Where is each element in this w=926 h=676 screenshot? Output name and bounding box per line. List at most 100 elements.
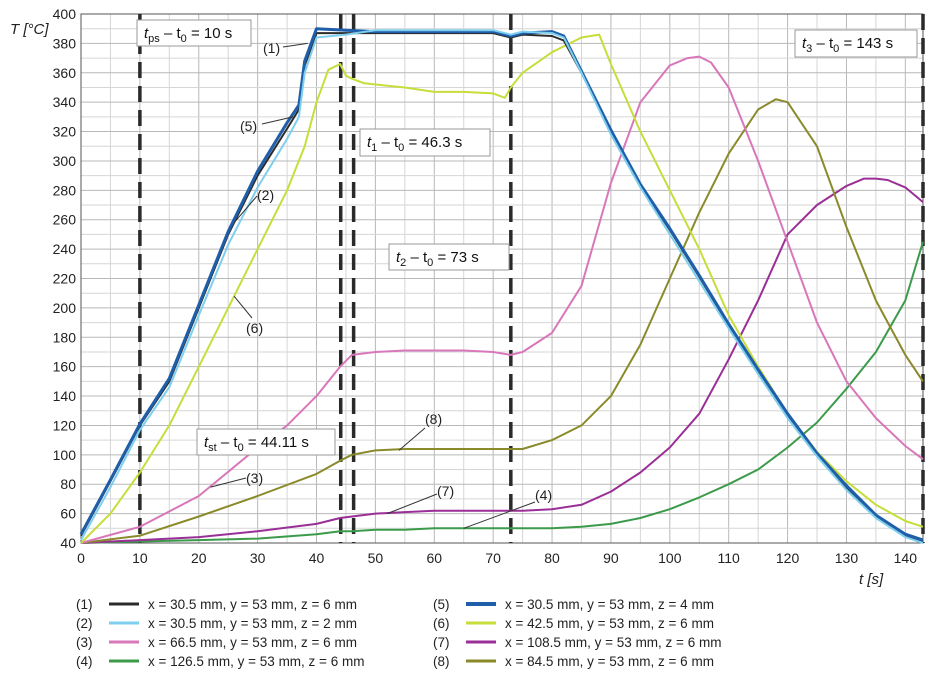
- legend-label: x = 108.5 mm, y = 53 mm, z = 6 mm: [505, 635, 721, 650]
- legend-item: (4) x = 126.5 mm, y = 53 mm, z = 6 mm: [76, 654, 364, 669]
- curve-label: (7): [437, 483, 454, 499]
- series-line: [80, 33, 924, 544]
- y-tick-label: 280: [53, 182, 77, 198]
- legend-label: x = 42.5 mm, y = 53 mm, z = 6 mm: [505, 616, 714, 631]
- x-tick-label: 30: [250, 550, 266, 566]
- annotation-tps: tps – t0 = 10 s: [136, 19, 252, 47]
- x-tick-label: 100: [658, 550, 682, 566]
- y-tick-label: 120: [53, 417, 77, 433]
- y-tick-label: 400: [53, 6, 77, 22]
- series-lines: [79, 27, 924, 544]
- annotation-text: t2 – t0 = 73 s: [396, 249, 479, 269]
- curve-label-leader: [233, 195, 258, 223]
- legend-label: x = 66.5 mm, y = 53 mm, z = 6 mm: [148, 635, 357, 650]
- annotations: tps – t0 = 10 s tst – t0 = 44.11 s t1 – t0…: [136, 19, 918, 456]
- x-tick-label: 110: [718, 550, 741, 566]
- annotation-box: [136, 19, 252, 47]
- legend-id: (4): [76, 654, 93, 669]
- legend-id: (6): [433, 616, 450, 631]
- y-tick-label: 340: [53, 94, 77, 110]
- annotation-t1: t1 – t0 = 46.3 s: [359, 128, 491, 157]
- y-tick-label: 320: [53, 124, 77, 140]
- curve-label-leader: [463, 501, 536, 529]
- y-tick-label: 240: [53, 241, 77, 257]
- axis-ticks: 0 10 20 30 40 50 60 70 80 90 100 110 120 130 140 40 60 80…: [10, 6, 917, 588]
- legend-label: x = 84.5 mm, y = 53 mm, z = 6 mm: [505, 654, 714, 669]
- legend-item: (2) x = 30.5 mm, y = 53 mm, z = 2 mm: [76, 616, 357, 631]
- annotation-text: tps – t0 = 10 s: [144, 25, 232, 45]
- annotation-box: [794, 29, 918, 58]
- series-line: [80, 55, 924, 544]
- curve-label-leader: [261, 116, 294, 125]
- y-tick-label: 160: [53, 359, 77, 375]
- y-tick-label: 260: [53, 212, 77, 228]
- curve-label-leader: [233, 295, 253, 319]
- legend-label: x = 30.5 mm, y = 53 mm, z = 6 mm: [148, 597, 357, 612]
- legend-item: (3) x = 66.5 mm, y = 53 mm, z = 6 mm: [76, 635, 357, 650]
- x-tick-label: 90: [603, 550, 619, 566]
- curve-label: (8): [425, 411, 442, 427]
- legend-label: x = 126.5 mm, y = 53 mm, z = 6 mm: [148, 654, 364, 669]
- annotation-text: t1 – t0 = 46.3 s: [367, 134, 462, 154]
- y-tick-label: 220: [53, 271, 77, 287]
- legend-id: (3): [76, 635, 93, 650]
- x-tick-label: 70: [485, 550, 501, 566]
- curve-label: (5): [240, 118, 257, 134]
- curve-label-leader: [210, 477, 247, 488]
- y-tick-label: 100: [53, 447, 77, 463]
- x-axis-label: t [s]: [859, 571, 884, 588]
- annotation-box: [196, 428, 336, 456]
- y-tick-label: 80: [60, 476, 76, 492]
- x-tick-label: 50: [368, 550, 384, 566]
- series-line: [80, 98, 924, 544]
- y-tick-label: 360: [53, 65, 77, 81]
- curve-label: (1): [263, 40, 280, 56]
- x-tick-label: 20: [191, 550, 207, 566]
- legend-item: (5) x = 30.5 mm, y = 53 mm, z = 4 mm: [433, 597, 714, 612]
- annotation-t2: t2 – t0 = 73 s: [388, 243, 510, 271]
- series-line: [79, 27, 924, 542]
- legend-item: (1) x = 30.5 mm, y = 53 mm, z = 6 mm: [76, 597, 357, 612]
- legend-id: (2): [76, 616, 93, 631]
- annotation-tst: tst – t0 = 44.11 s: [196, 428, 336, 456]
- grid: [80, 13, 924, 544]
- curve-labels: (1) (5) (2) (6) (3) (8) (7) (4): [210, 40, 552, 529]
- curve-label: (3): [246, 470, 263, 486]
- legend-item: (7) x = 108.5 mm, y = 53 mm, z = 6 mm: [433, 635, 721, 650]
- curve-label: (2): [257, 187, 274, 203]
- legend-item: (8) x = 84.5 mm, y = 53 mm, z = 6 mm: [433, 654, 714, 669]
- annotation-text: tst – t0 = 44.11 s: [204, 434, 309, 454]
- y-tick-label: 60: [60, 506, 76, 522]
- x-tick-label: 140: [894, 550, 918, 566]
- curve-label: (4): [535, 487, 552, 503]
- annotation-box: [388, 243, 510, 271]
- legend-item: (6) x = 42.5 mm, y = 53 mm, z = 6 mm: [433, 616, 714, 631]
- x-tick-label: 40: [309, 550, 325, 566]
- curve-label-leader: [386, 493, 438, 515]
- x-tick-label: 60: [426, 550, 442, 566]
- legend: (1) x = 30.5 mm, y = 53 mm, z = 6 mm (2) x …: [76, 597, 721, 669]
- annotation-text: t3 – t0 = 143 s: [802, 35, 893, 55]
- curve-label-leader: [398, 427, 426, 451]
- series-line: [80, 29, 924, 544]
- x-tick-label: 10: [132, 550, 148, 566]
- legend-label: x = 30.5 mm, y = 53 mm, z = 4 mm: [505, 597, 714, 612]
- y-tick-label: 200: [53, 300, 77, 316]
- y-tick-label: 300: [53, 153, 77, 169]
- legend-id: (8): [433, 654, 450, 669]
- legend-id: (1): [76, 597, 93, 612]
- x-tick-label: 80: [544, 550, 560, 566]
- y-tick-label: 40: [60, 535, 76, 551]
- y-tick-label: 140: [53, 388, 77, 404]
- y-axis-label: T [°C]: [10, 21, 49, 38]
- y-tick-label: 380: [53, 35, 77, 51]
- x-tick-label: 130: [835, 550, 859, 566]
- legend-id: (5): [433, 597, 450, 612]
- series-line: [80, 177, 924, 544]
- legend-label: x = 30.5 mm, y = 53 mm, z = 2 mm: [148, 616, 357, 631]
- annotation-box: [359, 128, 491, 157]
- legend-id: (7): [433, 635, 450, 650]
- annotation-t3: t3 – t0 = 143 s: [794, 29, 918, 58]
- x-tick-label: 120: [776, 550, 800, 566]
